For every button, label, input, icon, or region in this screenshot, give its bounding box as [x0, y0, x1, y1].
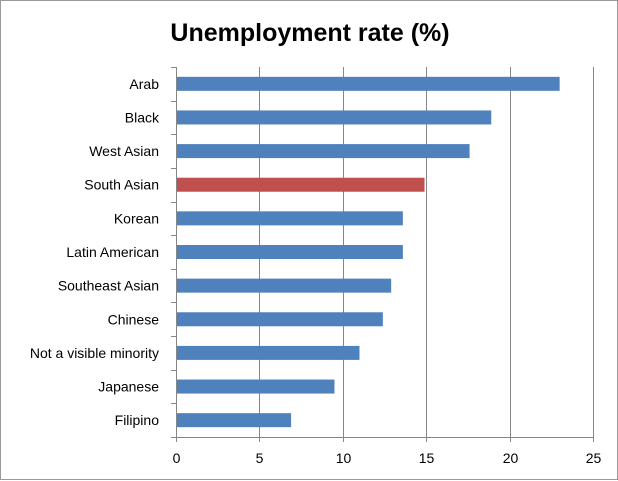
x-tick-label: 15	[419, 450, 435, 466]
bar-chinese	[176, 312, 383, 327]
axes	[171, 67, 594, 442]
gridlines	[259, 67, 594, 437]
bar-latin-american	[176, 245, 403, 259]
category-label: Southeast Asian	[58, 278, 159, 294]
bar-southeast-asian	[176, 278, 392, 293]
category-label: Latin American	[66, 244, 159, 260]
category-label: Black	[125, 109, 160, 125]
category-label: Chinese	[108, 311, 160, 327]
bar-west-asian	[176, 144, 470, 159]
bar-filipino	[176, 413, 292, 428]
category-labels: Arab Black West Asian South Asian Korean Lati…	[30, 76, 160, 428]
bar-black	[176, 110, 492, 125]
bar-korean	[176, 211, 403, 226]
bar-not-a-visible-minority	[176, 345, 360, 360]
category-label: Not a visible minority	[30, 345, 159, 361]
category-label: West Asian	[89, 143, 159, 159]
bar-south-asian	[176, 177, 425, 192]
category-label: Filipino	[115, 412, 160, 428]
category-label: Arab	[129, 76, 159, 92]
category-label: Korean	[114, 210, 159, 226]
chart-title: Unemployment rate (%)	[170, 19, 449, 47]
x-tick-label: 5	[256, 450, 264, 466]
bar-arab	[176, 76, 560, 91]
bars	[176, 76, 560, 428]
x-tick-label: 0	[173, 450, 181, 466]
tick-labels: 0 5 10 15 20 25	[173, 450, 602, 466]
x-tick-label: 25	[586, 450, 602, 466]
bar-japanese	[176, 379, 335, 394]
x-tick-label: 20	[503, 450, 519, 466]
x-tick-label: 10	[336, 450, 352, 466]
category-label: Japanese	[98, 379, 159, 395]
category-label: South Asian	[84, 177, 159, 193]
